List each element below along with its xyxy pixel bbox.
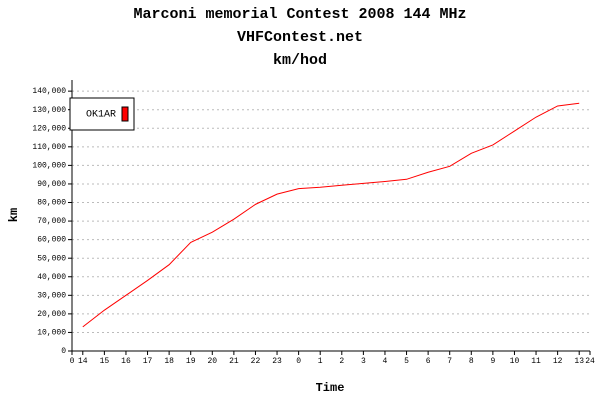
x-tick-label: 1 [318,357,323,366]
x-tick-label: 12 [553,357,563,366]
x-tick-label: 16 [121,357,131,366]
x-tick-label: 18 [164,357,174,366]
y-tick-label: 90,000 [37,180,66,189]
legend-swatch [121,106,129,122]
chart-title: Marconi memorial Contest 2008 144 MHz [133,6,466,23]
chart-subtitle: km/hod [273,52,327,69]
y-tick-label: 60,000 [37,236,66,245]
x-tick-label: 15 [100,357,110,366]
x-tick-label: 0 [296,357,301,366]
chart-subtitle: VHFContest.net [237,29,363,46]
x-tick-label: 6 [426,357,431,366]
y-tick-label: 120,000 [32,124,66,133]
x-tick-label: 21 [229,357,239,366]
y-tick-label: 30,000 [37,291,66,300]
x-tick-label: 8 [469,357,474,366]
y-tick-label: 80,000 [37,199,66,208]
x-tick-label: 0 [70,357,75,366]
y-tick-label: 0 [61,347,66,356]
x-tick-label: 19 [186,357,196,366]
y-tick-label: 130,000 [32,106,66,115]
x-tick-label: 3 [361,357,366,366]
x-tick-label: 10 [510,357,520,366]
y-axis-label: km [7,208,21,222]
x-tick-label: 13 [574,357,584,366]
y-tick-label: 100,000 [32,161,66,170]
y-tick-label: 40,000 [37,273,66,282]
y-tick-label: 50,000 [37,254,66,263]
x-tick-label: 14 [78,357,88,366]
x-tick-label: 23 [272,357,282,366]
x-tick-label: 22 [251,357,261,366]
y-tick-label: 20,000 [37,310,66,319]
x-tick-label: 2 [339,357,344,366]
y-tick-label: 70,000 [37,217,66,226]
y-tick-label: 110,000 [32,143,66,152]
x-tick-label: 20 [207,357,217,366]
x-tick-label: 11 [531,357,541,366]
x-tick-label: 4 [383,357,388,366]
x-tick-label: 7 [447,357,452,366]
legend-label: OK1AR [86,110,116,121]
x-tick-label: 5 [404,357,409,366]
y-tick-label: 140,000 [32,87,66,96]
x-tick-label: 24 [585,357,595,366]
y-tick-label: 10,000 [37,329,66,338]
x-tick-label: 9 [490,357,495,366]
x-axis-label: Time [316,381,345,395]
line-series [82,102,580,328]
x-tick-label: 17 [143,357,153,366]
